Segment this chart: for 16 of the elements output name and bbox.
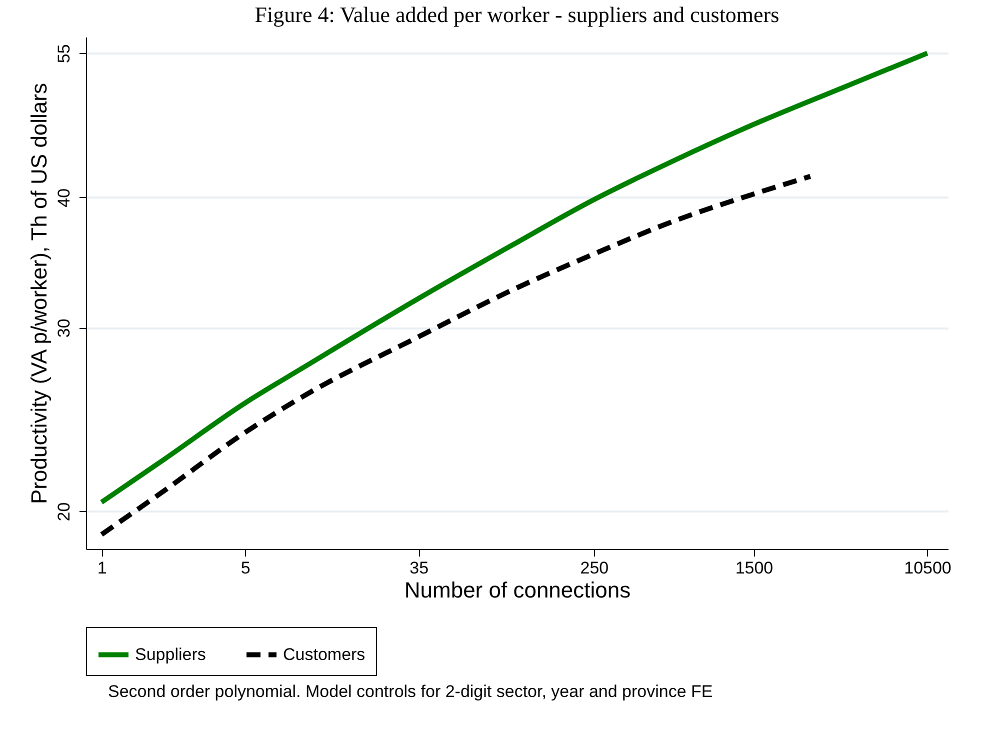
legend-label: Suppliers [135,644,206,664]
y-tick-label: 55 [54,44,74,64]
y-tick-label: 40 [54,188,74,208]
y-axis-title: Productivity (VA p/worker), Th of US dollars [26,83,52,504]
x-tick-label: 5 [240,558,250,578]
y-tick-label: 20 [54,502,74,522]
x-tick-label: 10500 [904,558,952,578]
x-tick-label: 1500 [735,558,774,578]
text: Second order polynomial. Model controls for 2-digit sector, year and province FE [108,682,713,702]
y-tick-label: 30 [54,318,74,338]
x-tick-label: 250 [580,558,609,578]
legend-label: Customers [283,644,366,664]
chart-title: Figure 4: Value added per worker - suppliers and customers [254,2,780,27]
x-tick-label: 35 [410,558,429,578]
x-axis-title: Number of connections [404,578,631,602]
x-tick-label: 1 [97,558,107,578]
